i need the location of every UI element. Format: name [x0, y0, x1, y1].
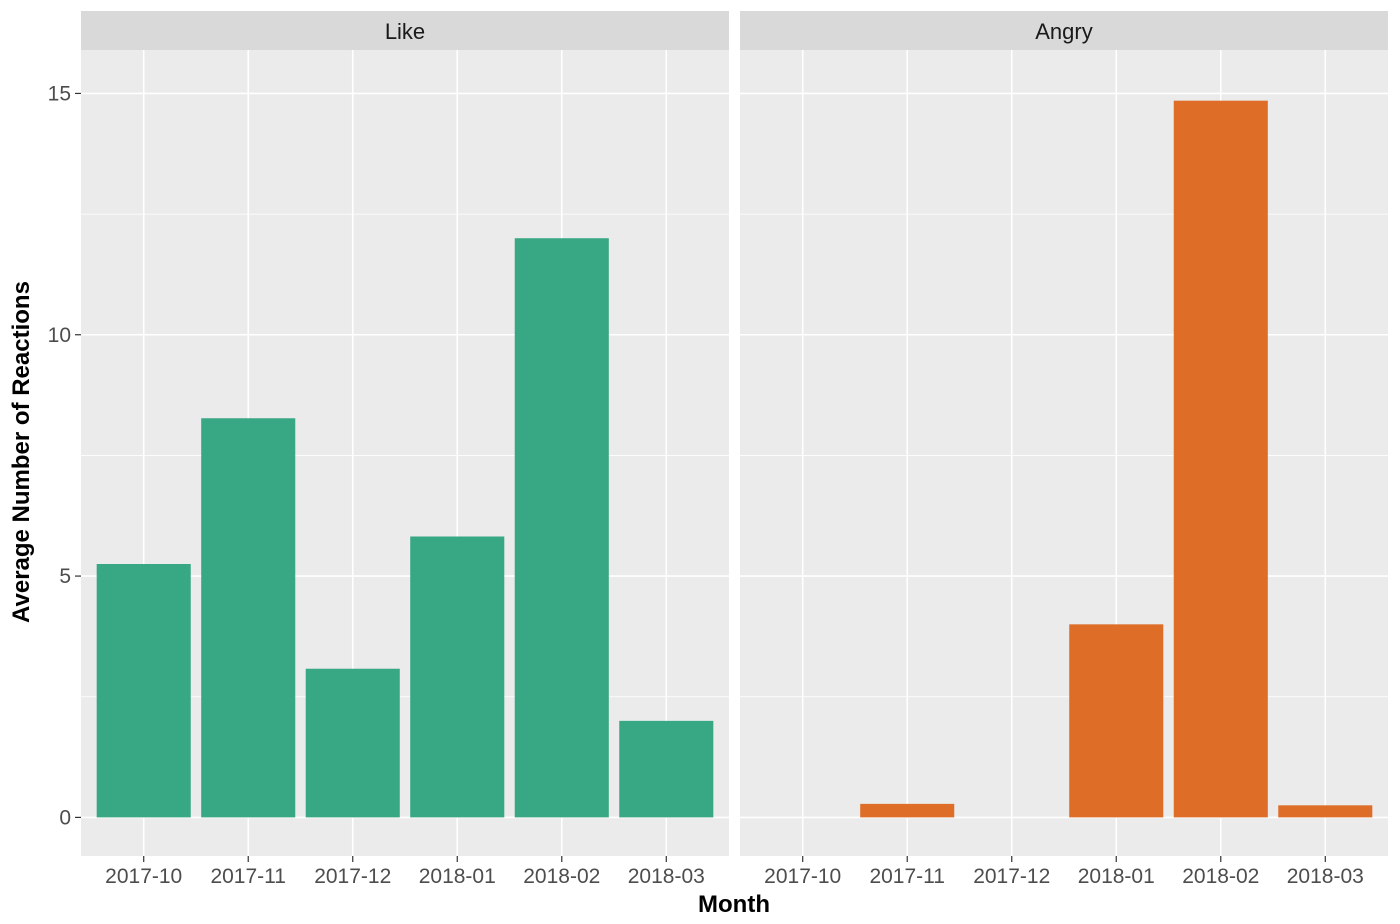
panel-background — [740, 50, 1388, 856]
bar-like-2017-11 — [201, 418, 296, 818]
x-tick-label: 2017-12 — [314, 865, 391, 888]
x-tick-label: 2018-03 — [1287, 865, 1364, 888]
x-tick-label: 2017-10 — [764, 865, 841, 888]
facet-panel-angry: Angry 2017-10 2017-11 2017-12 2018-01 2018-02… — [740, 11, 1388, 888]
bar-angry-2018-01 — [1069, 624, 1164, 818]
facet-strip — [81, 11, 729, 50]
facet-panel-like: Like 2017-10 2017-11 2017-12 2018-01 2018-02 2… — [81, 11, 729, 888]
y-tick-label: 0 — [59, 806, 71, 829]
x-tick-label: 2017-12 — [973, 865, 1050, 888]
bar-angry-2017-11 — [860, 803, 955, 818]
bar-like-2017-10 — [96, 564, 191, 818]
bar-like-2018-03 — [619, 720, 714, 818]
y-axis-title: Average Number of Reactions — [8, 281, 35, 623]
x-tick-label: 2017-11 — [210, 865, 286, 888]
facet-strip-label: Like — [385, 19, 425, 44]
bar-angry-2018-03 — [1278, 805, 1373, 818]
bar-like-2018-01 — [410, 536, 505, 818]
facet-strip — [740, 11, 1388, 50]
x-tick-label: 2017-10 — [105, 865, 182, 888]
bar-like-2018-02 — [514, 238, 609, 818]
y-axis: 0 5 10 15 — [48, 82, 81, 829]
x-tick-label: 2018-02 — [523, 865, 600, 888]
x-axis-title: Month — [698, 891, 770, 918]
x-tick-label: 2017-11 — [869, 865, 945, 888]
x-tick-label: 2018-01 — [1078, 865, 1155, 888]
x-tick-label: 2018-02 — [1182, 865, 1259, 888]
y-tick-label: 5 — [59, 565, 71, 588]
bar-like-2017-12 — [305, 668, 400, 818]
facet-strip-label: Angry — [1035, 19, 1092, 44]
y-tick-label: 15 — [48, 82, 71, 105]
facet-panels: Like 2017-10 2017-11 2017-12 2018-01 2018-02 2… — [81, 11, 1388, 888]
bar-angry-2018-02 — [1173, 100, 1268, 818]
y-tick-label: 10 — [48, 324, 71, 347]
x-tick-label: 2018-03 — [628, 865, 705, 888]
x-tick-label: 2018-01 — [419, 865, 496, 888]
